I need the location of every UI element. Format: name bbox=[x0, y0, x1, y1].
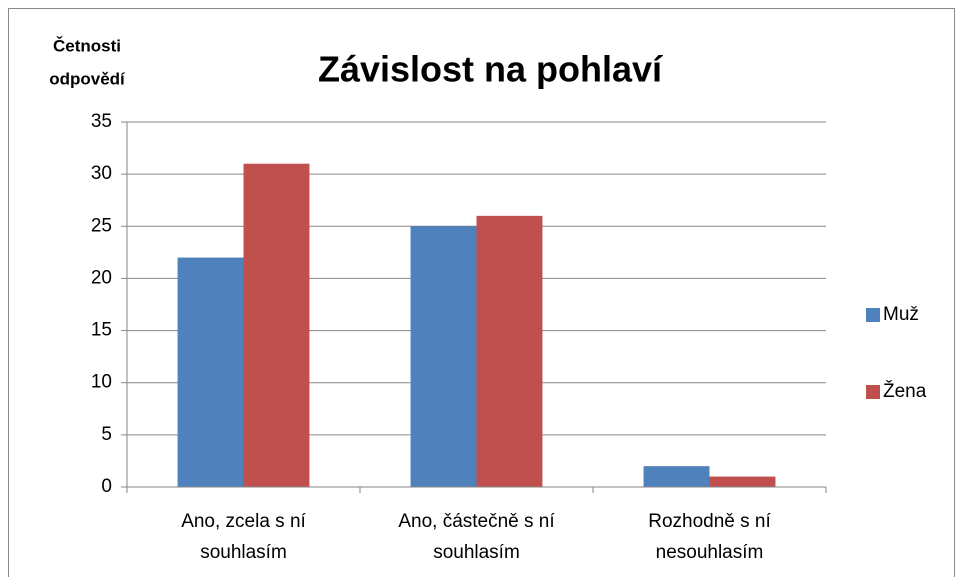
x-tick-label: Ano, zcela s ní bbox=[181, 511, 306, 532]
y-tick-label: 10 bbox=[91, 372, 112, 393]
legend-swatch bbox=[866, 385, 880, 399]
bar bbox=[177, 257, 244, 487]
y-tick-label: 35 bbox=[91, 111, 112, 132]
x-tick-label: nesouhlasím bbox=[656, 542, 764, 563]
x-tick-label: Rozhodně s ní bbox=[648, 511, 771, 532]
legend-label: Žena bbox=[883, 380, 927, 402]
y-tick-label: 25 bbox=[91, 215, 112, 236]
bar bbox=[243, 163, 310, 487]
x-tick-label: souhlasím bbox=[200, 542, 287, 563]
bar bbox=[709, 476, 776, 487]
y-tick-label: 0 bbox=[101, 476, 112, 497]
y-tick-label: 30 bbox=[91, 163, 112, 184]
y-axis-label: Četnosti bbox=[53, 36, 121, 55]
x-tick-label: souhlasím bbox=[433, 542, 520, 563]
bar bbox=[643, 466, 710, 487]
bar bbox=[476, 215, 543, 487]
x-tick-label: Ano, částečně s ní bbox=[398, 511, 555, 532]
bar bbox=[410, 226, 477, 488]
y-tick-label: 15 bbox=[91, 320, 112, 341]
legend-swatch bbox=[866, 308, 880, 322]
y-tick-label: 5 bbox=[101, 424, 112, 445]
y-tick-label: 20 bbox=[91, 267, 112, 288]
legend-label: Muž bbox=[883, 304, 919, 325]
chart-title: Závislost na pohlaví bbox=[318, 49, 663, 90]
y-axis-label: odpovědí bbox=[49, 69, 126, 88]
